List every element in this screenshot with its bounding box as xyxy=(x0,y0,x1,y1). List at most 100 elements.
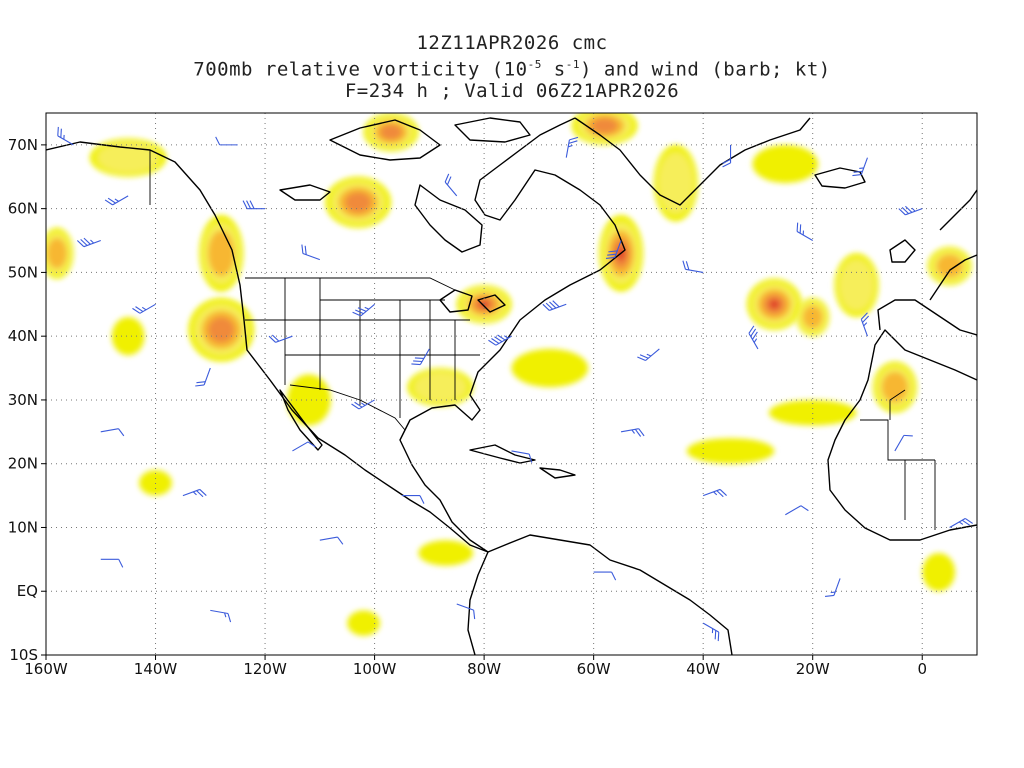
wind-barb xyxy=(292,441,316,452)
wind-barb xyxy=(748,325,759,350)
vorticity-blob xyxy=(653,144,698,222)
vorticity-contour xyxy=(686,438,775,464)
lon-tick-label: 20W xyxy=(796,660,830,678)
coast-greenland xyxy=(574,117,811,206)
wind-barb xyxy=(898,205,923,216)
vorticity-contour xyxy=(478,300,490,309)
map-title: 12Z11APR2026 cmc 700mb relative vorticit… xyxy=(0,32,1024,102)
vorticity-blob xyxy=(511,348,589,388)
lat-tick-label: 20N xyxy=(8,455,38,473)
vorticity-blob xyxy=(188,297,255,362)
lon-tick-label: 80W xyxy=(467,660,501,678)
vorticity-blob xyxy=(347,610,381,636)
wind-barb xyxy=(352,303,375,317)
wind-barb xyxy=(268,334,293,343)
vorticity-contour xyxy=(139,470,172,496)
vorticity-contour xyxy=(414,371,467,403)
lat-tick-label: 60N xyxy=(8,200,38,218)
wind-barb xyxy=(488,334,512,346)
vorticity-blob xyxy=(111,317,145,356)
wind-barb xyxy=(796,222,813,242)
lon-tick-label: 120W xyxy=(243,660,287,678)
wind-barb xyxy=(76,237,101,248)
wind-barb xyxy=(195,367,211,387)
wind-barb xyxy=(852,157,868,177)
lon-tick-label: 0 xyxy=(917,660,927,678)
us-canada-border xyxy=(245,277,456,291)
coast-arctic-islands xyxy=(329,119,441,161)
latitude-labels: 70N 60N 50N 40N 30N 20N 10N EQ 10S xyxy=(8,136,46,664)
wind-barb xyxy=(722,144,732,168)
lon-tick-label: 160W xyxy=(24,660,68,678)
wind-barb xyxy=(605,240,622,260)
vorticity-contour xyxy=(208,230,235,277)
vorticity-blob xyxy=(872,361,917,413)
vorticity-blob xyxy=(325,176,392,228)
vorticity-blob xyxy=(768,399,857,426)
vorticity-contour xyxy=(768,399,857,426)
vorticity-blob xyxy=(746,278,802,330)
coast-hudson-bay xyxy=(414,184,483,253)
longitude-labels: 160W 140W 120W 100W 80W 60W 40W 20W 0 xyxy=(24,655,927,678)
vorticity-contour xyxy=(47,237,67,269)
coast-caribbean xyxy=(469,444,536,464)
wind-barb xyxy=(702,622,720,642)
coast-africa xyxy=(827,329,977,541)
vorticity-contour xyxy=(347,610,381,636)
vorticity-contour xyxy=(380,124,402,140)
wind-barb xyxy=(215,136,238,146)
wind-barb xyxy=(411,348,430,366)
wind-barb xyxy=(104,195,129,206)
vorticity-contour xyxy=(802,305,823,329)
wind-barb xyxy=(182,488,207,498)
title-field-description: 700mb relative vorticity (10-5 s-1) and … xyxy=(193,58,831,81)
vorticity-contour xyxy=(881,371,908,403)
lat-tick-label: 10S xyxy=(9,646,38,664)
wind-barb xyxy=(132,303,156,314)
vorticity-blob xyxy=(363,113,419,152)
vorticity-contour xyxy=(752,144,819,184)
vorticity-contour xyxy=(511,348,589,388)
lat-tick-label: 50N xyxy=(8,263,38,281)
vorticity-blob xyxy=(46,227,74,279)
vorticity-blob xyxy=(407,368,474,407)
wind-barb xyxy=(401,495,425,504)
wind-barb xyxy=(456,603,476,620)
title-valid-time: F=234 h ; Valid 06Z21APR2026 xyxy=(344,80,680,103)
vorticity-contour xyxy=(768,299,780,310)
title-run-info: 12Z11APR2026 cmc xyxy=(416,32,608,54)
lon-tick-label: 60W xyxy=(577,660,611,678)
wind-barb xyxy=(824,578,841,597)
vorticity-blob xyxy=(796,297,830,337)
vorticity-blob xyxy=(286,374,331,426)
vorticity-contour xyxy=(418,540,474,566)
plot-frame xyxy=(45,112,978,656)
vorticity-blob xyxy=(834,253,879,318)
wind-barb xyxy=(702,488,727,498)
vorticity-blob xyxy=(418,540,474,566)
coast-great-lakes xyxy=(439,289,473,313)
wind-barb xyxy=(565,136,579,158)
wind-barb xyxy=(301,244,321,261)
wind-barb xyxy=(319,536,344,545)
lon-tick-label: 140W xyxy=(134,660,178,678)
vorticity-blob xyxy=(927,246,972,286)
wind-barb xyxy=(511,450,533,463)
coast-iceland xyxy=(814,167,866,189)
wind-barb xyxy=(444,173,458,197)
lat-lon-grid xyxy=(46,113,977,655)
vorticity-contour xyxy=(111,317,145,356)
coast-scandinavia xyxy=(939,189,977,231)
vorticity-contour xyxy=(345,192,372,213)
coast-baja xyxy=(279,389,323,451)
wind-barb xyxy=(894,434,913,452)
lat-tick-label: 40N xyxy=(8,327,38,345)
lat-tick-label: 30N xyxy=(8,391,38,409)
wind-barb xyxy=(785,505,809,516)
vorticity-blob xyxy=(686,438,775,464)
wind-barb xyxy=(210,609,232,623)
lat-tick-label: 70N xyxy=(8,136,38,154)
vorticity-shading xyxy=(46,113,972,636)
wind-barbs xyxy=(46,126,973,642)
